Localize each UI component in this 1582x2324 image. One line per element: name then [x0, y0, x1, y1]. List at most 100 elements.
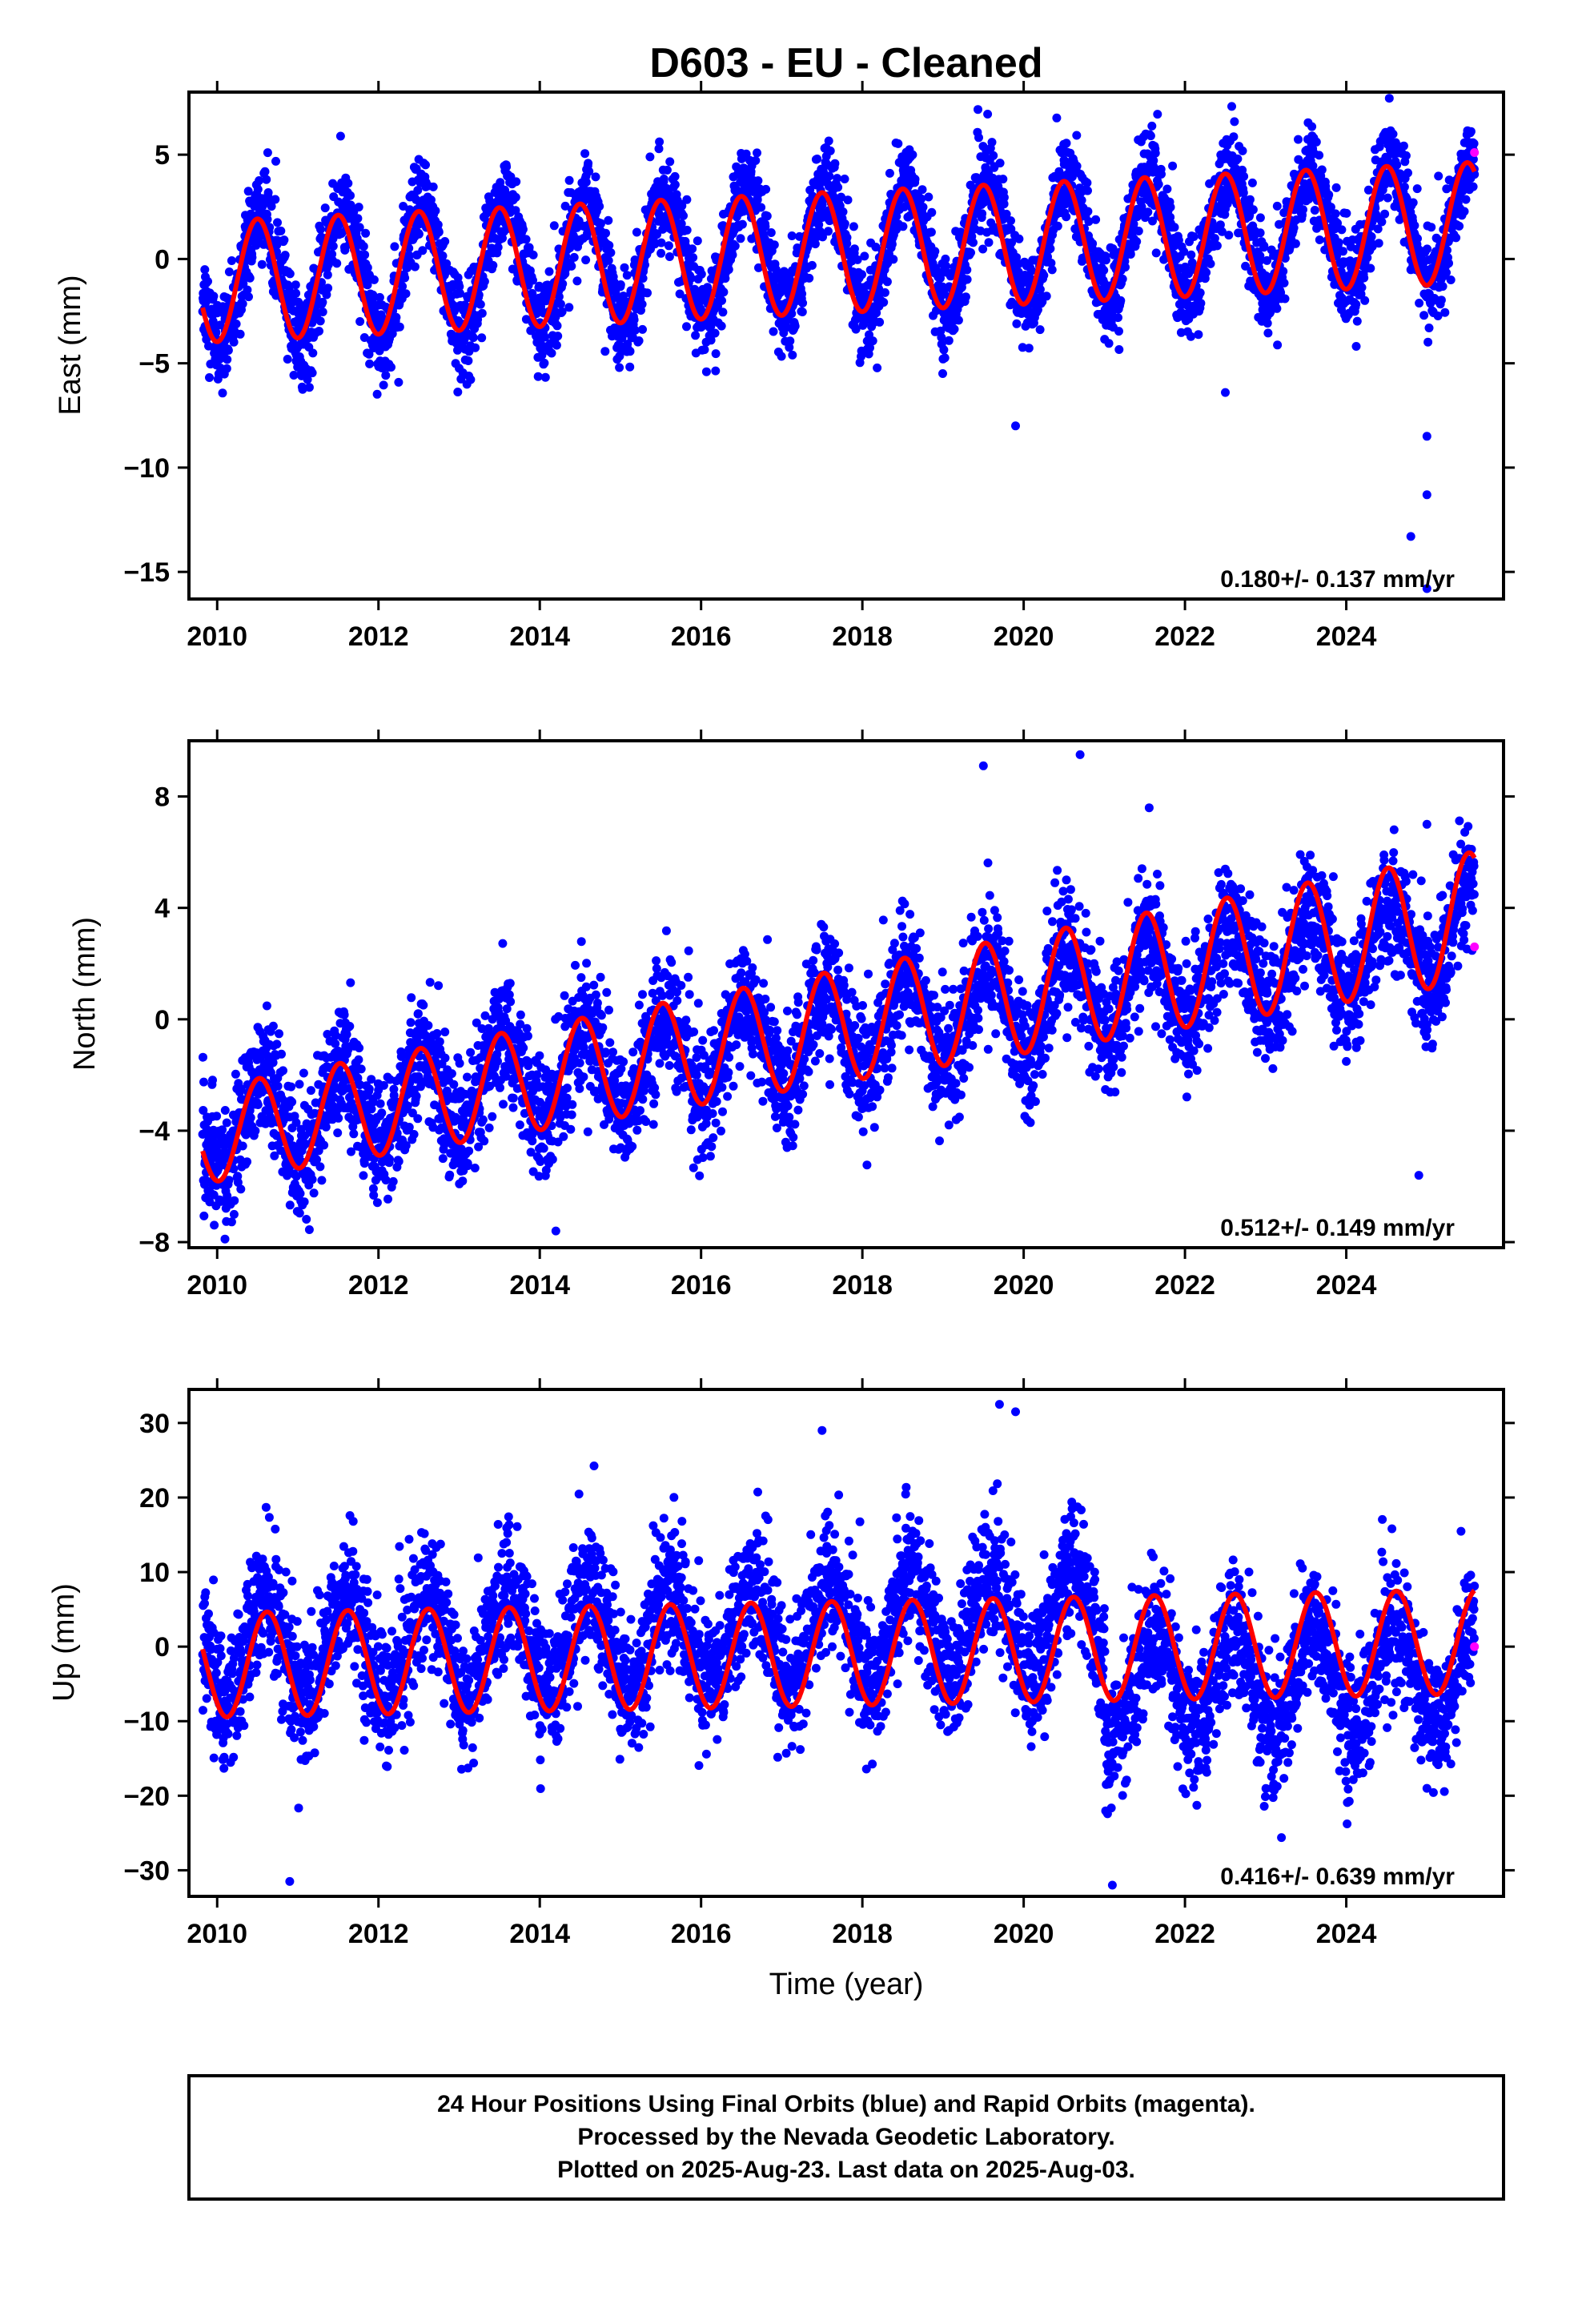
east-position-point [360, 250, 370, 259]
east-position-point [987, 138, 997, 147]
east-position-point [717, 321, 726, 331]
east-position-point [369, 275, 379, 284]
east-position-point [805, 273, 814, 283]
east-position-point [1331, 183, 1341, 192]
east-position-point [303, 375, 312, 384]
east-position-point [762, 211, 772, 221]
east-position-point [1006, 216, 1015, 226]
east-position-point [954, 316, 963, 325]
east-position-point [1224, 231, 1234, 240]
east-position-point [1339, 247, 1347, 256]
east-position-point [962, 275, 972, 284]
east-position-point [564, 175, 574, 185]
east-position-point [885, 168, 894, 178]
north-position-point [315, 1162, 325, 1172]
east-position-point [298, 384, 307, 394]
north-position-point [212, 1112, 222, 1121]
east-position-point [209, 292, 219, 301]
east-position-point [978, 209, 987, 219]
east-position-point [222, 364, 231, 373]
east-position-point [604, 240, 614, 250]
east-position-point [1083, 207, 1093, 216]
east-position-point [1310, 206, 1319, 215]
east-position-point [554, 292, 564, 301]
east-position-point [1134, 227, 1143, 235]
east-position-point [807, 260, 817, 270]
east-position-point [1291, 239, 1300, 248]
east-position-point [1392, 160, 1402, 170]
east-position-point [1380, 209, 1390, 219]
east-position-point [223, 355, 232, 364]
east-position-point [395, 322, 404, 332]
north-position-point [346, 978, 355, 987]
east-position-point [908, 150, 917, 159]
east-position-point [797, 308, 807, 316]
east-rate-label: 0.180+/- 0.137 mm/yr [1220, 566, 1455, 593]
east-position-point [1206, 259, 1215, 268]
east-position-point [231, 320, 241, 328]
east-position-point [438, 251, 448, 260]
east-position-point [664, 241, 673, 251]
east-position-point [654, 144, 664, 154]
east-position-point [400, 273, 410, 283]
east-position-point [365, 359, 375, 368]
east-position-point [1307, 122, 1317, 131]
east-outlier-point [1422, 432, 1431, 441]
east-position-point [421, 160, 430, 170]
east-position-point [359, 242, 368, 251]
east-position-point [875, 317, 885, 327]
east-position-point [1438, 282, 1447, 292]
east-position-point [1280, 294, 1290, 304]
east-position-point [825, 171, 834, 181]
east-position-point [320, 203, 330, 213]
east-position-point [1399, 182, 1409, 191]
east-position-point [1317, 165, 1327, 175]
east-position-point [757, 203, 766, 212]
east-position-point [263, 148, 272, 158]
east-position-point [263, 215, 272, 224]
east-position-point [203, 276, 212, 286]
east-position-point [1315, 151, 1324, 160]
east-position-point [1170, 223, 1179, 232]
east-position-point [318, 297, 327, 307]
east-y-tick-label: 5 [155, 140, 170, 171]
east-x-tick-label: 2022 [1154, 621, 1215, 652]
east-position-point [558, 279, 568, 288]
east-position-point [279, 235, 289, 245]
east-position-point [1118, 274, 1127, 283]
north-position-point [199, 1052, 207, 1062]
east-position-point [524, 243, 534, 252]
east-position-point [1088, 239, 1098, 248]
north-position-point [333, 1128, 343, 1138]
east-position-point [898, 222, 908, 231]
east-position-point [1114, 327, 1123, 336]
east-position-point [200, 265, 210, 275]
north-position-point [342, 1030, 351, 1039]
east-position-point [276, 226, 286, 235]
east-position-point [1423, 337, 1433, 347]
east-position-point [1436, 296, 1446, 305]
east-position-point [686, 273, 696, 283]
east-position-point [1384, 94, 1394, 103]
east-position-point [267, 202, 276, 211]
east-position-point [711, 349, 721, 359]
east-position-point [833, 174, 842, 183]
east-position-point [751, 156, 761, 165]
east-position-point [323, 270, 332, 279]
north-panel: 2010 2012 2014 2016 2018 2020 2022 2024840−4−8 … [68, 730, 1515, 1301]
east-position-point [1440, 308, 1450, 317]
east-position-point [1007, 238, 1016, 247]
east-position-point [790, 321, 800, 331]
east-position-point [480, 277, 489, 286]
east-position-point [564, 303, 574, 312]
east-x-tick-label: 2024 [1316, 621, 1377, 652]
north-position-point [309, 1188, 319, 1198]
east-position-point [1248, 205, 1258, 215]
east-position-point [1154, 179, 1163, 189]
north-position-point [251, 1126, 260, 1136]
north-position-point [295, 1080, 304, 1089]
east-position-point [1279, 278, 1289, 287]
east-position-point [1363, 185, 1373, 195]
east-position-point [488, 260, 498, 270]
east-position-point [889, 255, 898, 264]
